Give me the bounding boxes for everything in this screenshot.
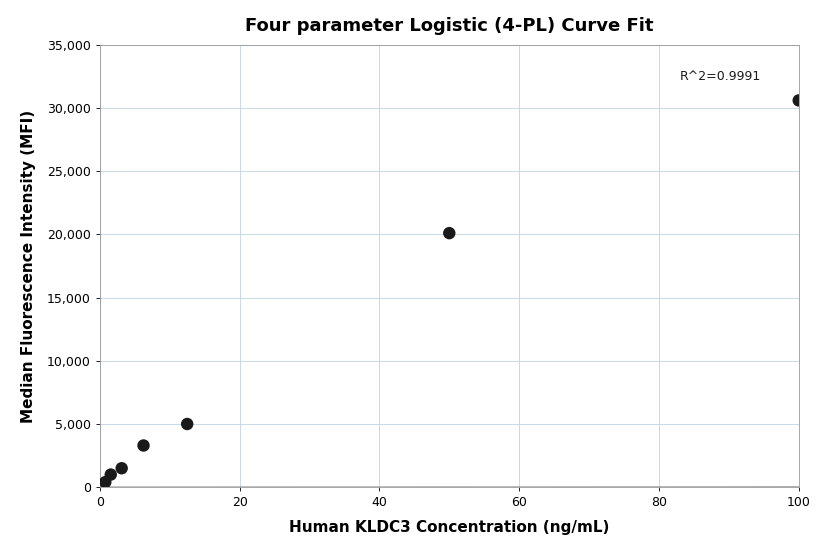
Point <box>181 419 194 428</box>
Point <box>99 478 112 487</box>
Point <box>443 228 456 237</box>
Text: R^2=0.9991: R^2=0.9991 <box>680 69 761 83</box>
Point <box>136 441 151 450</box>
Point <box>792 96 805 105</box>
Y-axis label: Median Fluorescence Intensity (MFI): Median Fluorescence Intensity (MFI) <box>21 109 36 423</box>
Point <box>104 470 117 479</box>
X-axis label: Human KLDC3 Concentration (ng/mL): Human KLDC3 Concentration (ng/mL) <box>289 520 610 535</box>
Title: Four parameter Logistic (4-PL) Curve Fit: Four parameter Logistic (4-PL) Curve Fit <box>245 17 653 35</box>
Point <box>115 464 128 473</box>
